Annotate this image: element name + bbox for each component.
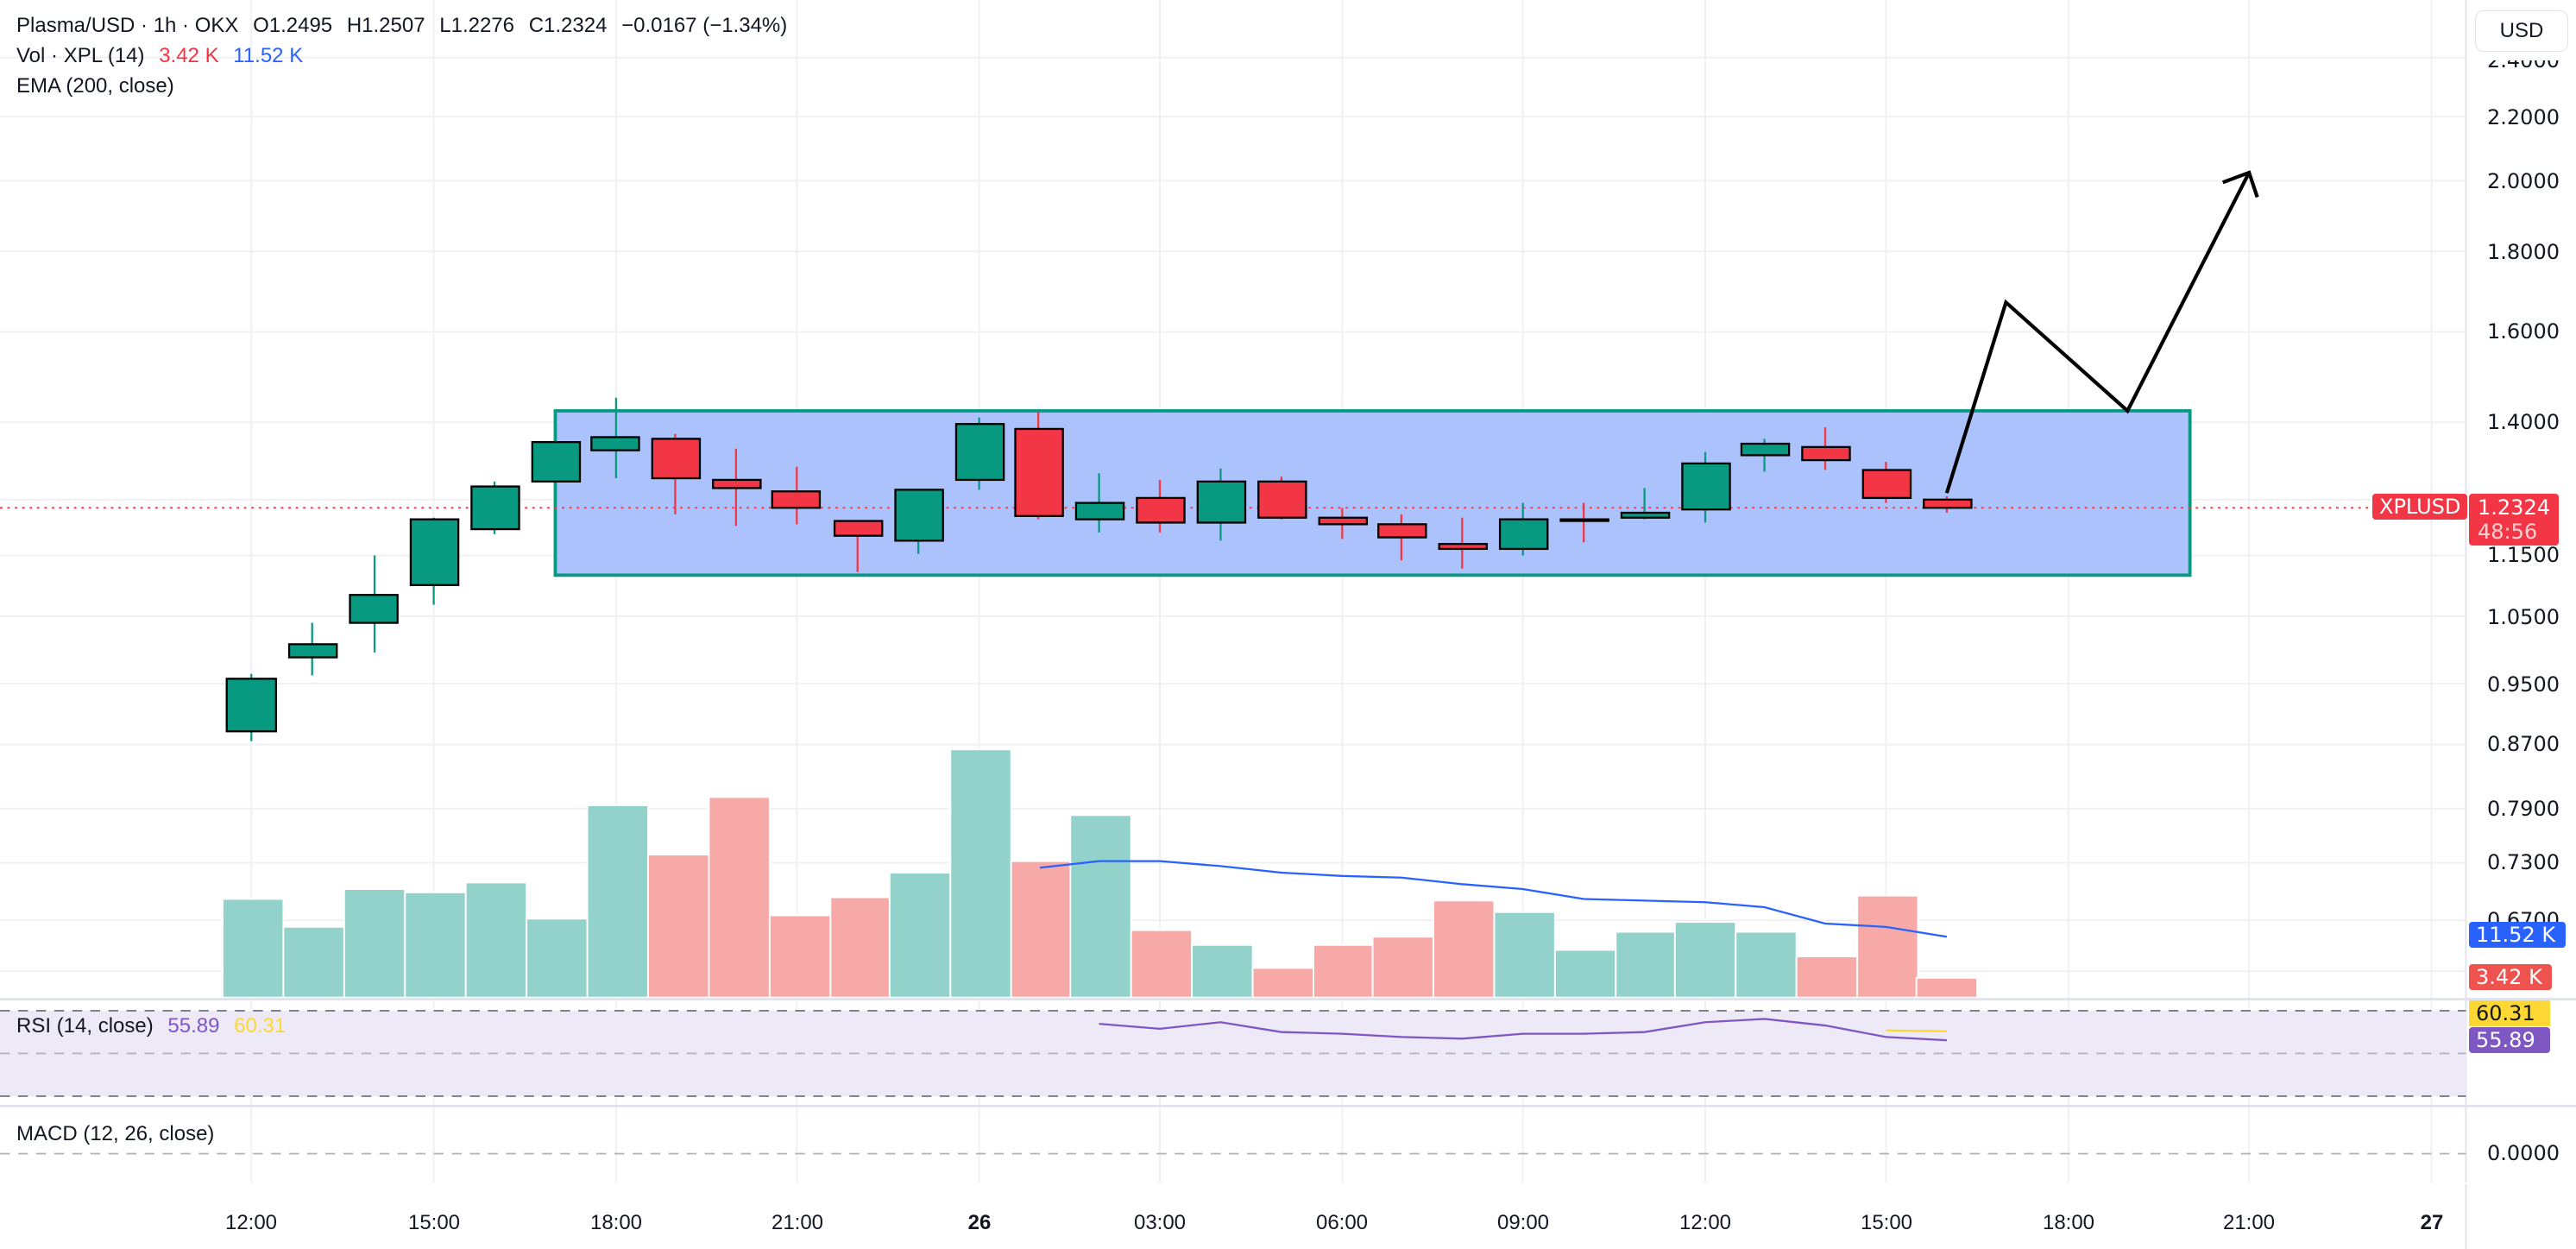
time-tick-day: 26 [967, 1211, 992, 1234]
axis-tick: 0.9500 [2487, 672, 2560, 697]
symbol-title[interactable]: Plasma/USD · 1h · OKX [16, 14, 239, 37]
time-tick: 03:00 [1133, 1211, 1187, 1234]
ohlc-close: C1.2324 [528, 14, 608, 37]
volume-ma-value: 11.52 K [233, 44, 304, 67]
arrowhead-icon [2221, 170, 2259, 199]
ohlc-low: L1.2276 [439, 14, 515, 37]
axis-tick: 1.4000 [2487, 410, 2560, 434]
time-tick-day: 27 [2420, 1211, 2444, 1234]
volume-tag: 3.42 K [2469, 964, 2552, 990]
header-legend: Plasma/USD · 1h · OKX O1.2495 H1.2507 L1… [16, 12, 796, 40]
axis-tick: 1.6000 [2487, 319, 2560, 344]
last-price: 1.2324 [2478, 495, 2550, 520]
rsi-legend[interactable]: RSI (14, close) 55.89 60.31 [16, 1012, 294, 1040]
grid [0, 0, 2466, 1183]
axis-tick: 1.0500 [2487, 605, 2560, 629]
ema-label: EMA (200, close) [16, 74, 174, 98]
time-tick: 21:00 [2222, 1211, 2276, 1234]
macd-legend[interactable]: MACD (12, 26, close) [16, 1120, 223, 1148]
rsi-ma-value: 60.31 [234, 1014, 287, 1038]
rsi-line [1099, 1018, 1947, 1042]
rsi-label: RSI (14, close) [16, 1014, 154, 1038]
candles [225, 397, 1973, 741]
volume-ma-line [1039, 860, 1948, 938]
range-box[interactable] [553, 409, 2192, 577]
axis-tick: 0.8700 [2487, 732, 2560, 756]
ohlc-open: O1.2495 [253, 14, 333, 37]
rsi-tag: 55.89 [2469, 1027, 2550, 1053]
volume-label: Vol · XPL (14) [16, 44, 145, 67]
volume-legend[interactable]: Vol · XPL (14) 3.42 K 11.52 K [16, 42, 312, 70]
last-price-tag: 1.2324 48:56 [2469, 494, 2559, 546]
volume-ma-tag: 11.52 K [2469, 922, 2566, 948]
ema-legend[interactable]: EMA (200, close) [16, 73, 183, 100]
volume-bars [221, 748, 1979, 999]
projection-arrow[interactable] [1944, 171, 2252, 494]
time-tick: 06:00 [1315, 1211, 1369, 1234]
ohlc-high: H1.2507 [346, 14, 425, 37]
axis-tick: 2.0000 [2487, 169, 2560, 193]
time-tick: 09:00 [1496, 1211, 1550, 1234]
axis-tick: 0.7900 [2487, 797, 2560, 821]
time-tick: 12:00 [1678, 1211, 1732, 1234]
price-change: −0.0167 (−1.34%) [621, 14, 788, 37]
volume-value: 3.42 K [159, 44, 219, 67]
axis-tick: 1.8000 [2487, 240, 2560, 264]
axis-tick: 1.1500 [2487, 543, 2560, 567]
axis-tick: 2.2000 [2487, 105, 2560, 129]
time-tick: 12:00 [224, 1211, 278, 1234]
macd-axis-tick: 0.0000 [2487, 1141, 2560, 1165]
rsi-ma-tag: 60.31 [2469, 1000, 2550, 1026]
time-tick: 18:00 [589, 1211, 643, 1234]
time-tick: 15:00 [407, 1211, 461, 1234]
symbol-tag: XPLUSD [2372, 494, 2468, 520]
currency-button[interactable]: USD [2475, 10, 2568, 52]
bar-countdown: 48:56 [2478, 520, 2538, 544]
time-tick: 18:00 [2042, 1211, 2095, 1234]
rsi-value: 55.89 [167, 1014, 220, 1038]
axis-tick: 2.4000 [2487, 48, 2560, 73]
time-tick: 21:00 [771, 1211, 824, 1234]
axis-tick: 0.7300 [2487, 850, 2560, 874]
time-tick: 15:00 [1860, 1211, 1913, 1234]
macd-label: MACD (12, 26, close) [16, 1122, 215, 1145]
